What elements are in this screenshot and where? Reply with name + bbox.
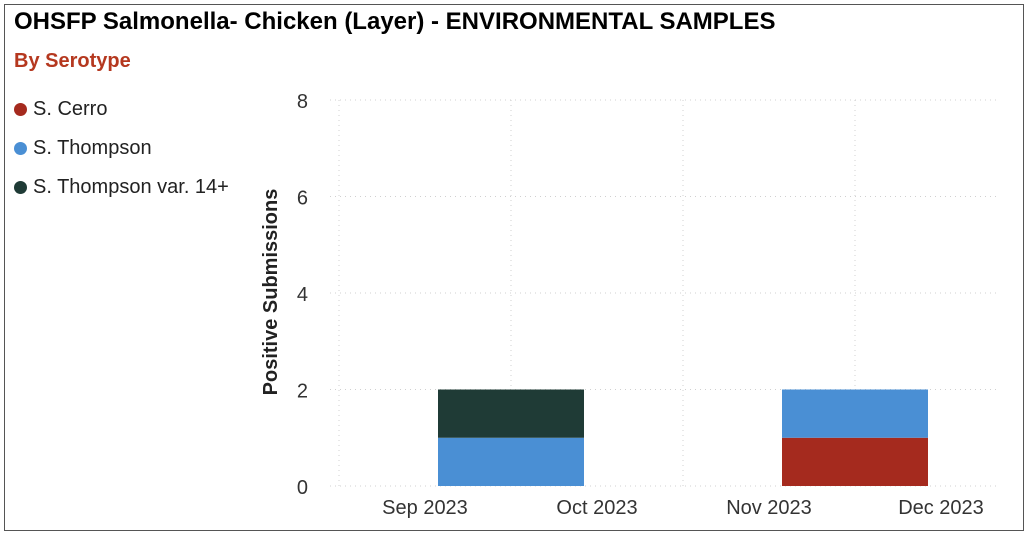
bar-s-cerro-nov-2023 xyxy=(782,437,928,486)
chart-title: OHSFP Salmonella- Chicken (Layer) - ENVI… xyxy=(14,8,776,35)
y-tick-label: 8 xyxy=(297,91,308,113)
legend-item-s-thompson-var-14[interactable]: S. Thompson var. 14+ xyxy=(14,168,229,207)
y-tick-label: 2 xyxy=(297,381,308,403)
y-tick-label: 0 xyxy=(297,477,308,499)
bar-s-thompson-nov-2023 xyxy=(782,389,928,438)
bar-s-thompson-sep-2023 xyxy=(438,437,584,486)
bar-s-thompson-var-14-sep-2023 xyxy=(438,389,584,438)
x-tick-label: Sep 2023 xyxy=(382,497,468,519)
y-tick-label: 4 xyxy=(297,284,308,306)
legend-label-s-thompson-var-14: S. Thompson var. 14+ xyxy=(33,176,229,198)
legend-swatch-s-thompson xyxy=(14,142,27,155)
y-tick-label: 6 xyxy=(297,188,308,210)
legend-item-s-thompson[interactable]: S. Thompson xyxy=(14,129,229,168)
legend-swatch-s-thompson-var-14 xyxy=(14,181,27,194)
legend-item-s-cerro[interactable]: S. Cerro xyxy=(14,90,229,129)
legend-label-s-cerro: S. Cerro xyxy=(33,98,108,120)
legend-swatch-s-cerro xyxy=(14,103,27,116)
x-tick-label: Nov 2023 xyxy=(726,497,812,519)
legend-label-s-thompson: S. Thompson xyxy=(33,137,152,159)
chart-subtitle: By Serotype xyxy=(14,50,131,72)
x-tick-label: Dec 2023 xyxy=(898,497,984,519)
x-tick-label: Oct 2023 xyxy=(556,497,637,519)
y-axis-label: Positive Submissions xyxy=(260,189,282,396)
legend: S. Cerro S. Thompson S. Thompson var. 14… xyxy=(14,90,229,207)
